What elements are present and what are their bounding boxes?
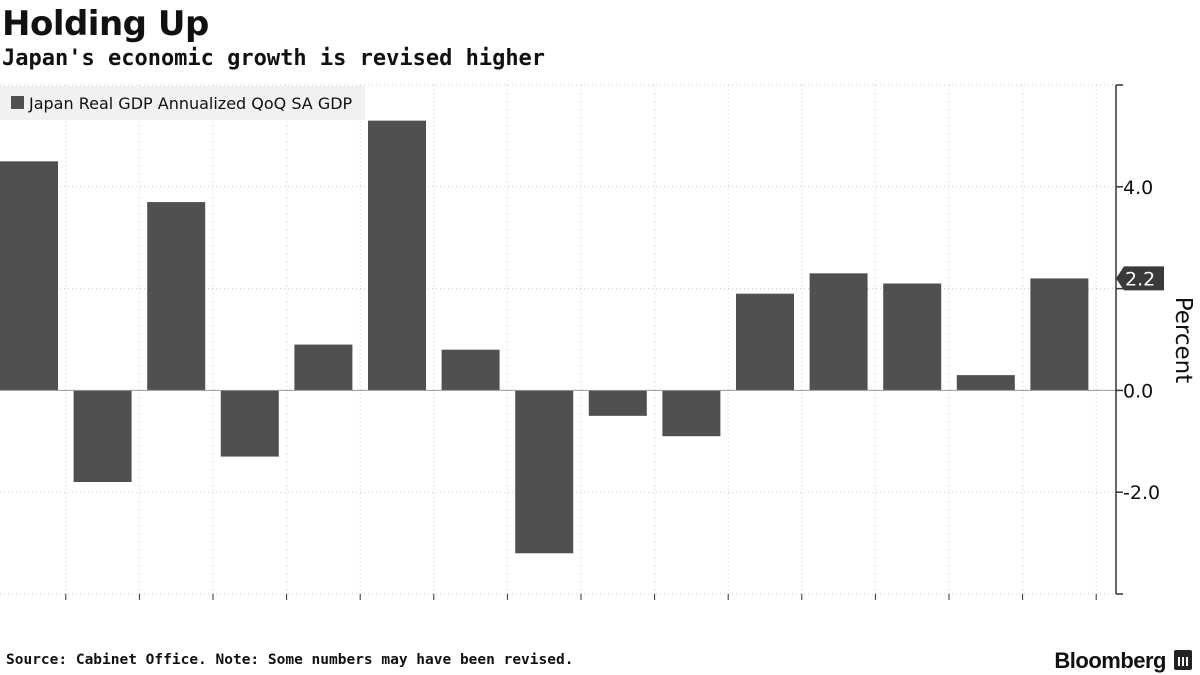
bar (0, 161, 58, 391)
y-tick-label: 4.0 (1123, 177, 1153, 199)
bar (883, 283, 942, 391)
bar (147, 202, 206, 391)
bar (441, 349, 500, 391)
bar (220, 390, 279, 457)
gdp-bar-chart: -2.00.04.0Q4Q1Q2Q3Q4Q1Q2Q3Q4Q1Q2Q3Q4Q1Q2… (0, 84, 1196, 600)
last-value-label: 2.2 (1125, 268, 1155, 290)
chart-title: Holding Up (2, 4, 209, 44)
last-value-badge (1116, 266, 1164, 291)
bar (1030, 278, 1089, 391)
bar (809, 273, 868, 391)
bar (736, 293, 794, 391)
bar (662, 390, 721, 437)
bar (515, 390, 574, 554)
y-tick-label: 0.0 (1123, 380, 1153, 402)
bar (588, 390, 647, 416)
source-note: Source: Cabinet Office. Note: Some numbe… (6, 652, 574, 668)
bar (294, 344, 353, 391)
y-axis-title: Percent (1170, 297, 1196, 384)
bloomberg-logo: Bloomberg (1054, 648, 1166, 673)
legend-swatch (11, 96, 24, 109)
bar (368, 120, 426, 391)
legend-label: Japan Real GDP Annualized QoQ SA GDP (28, 94, 353, 113)
y-tick-label: -2.0 (1123, 482, 1160, 504)
bar (956, 375, 1015, 391)
legend-box (0, 86, 365, 120)
chart-subtitle: Japan's economic growth is revised highe… (2, 46, 546, 71)
bloomberg-chart-icon (1174, 650, 1192, 670)
bar (73, 390, 132, 483)
